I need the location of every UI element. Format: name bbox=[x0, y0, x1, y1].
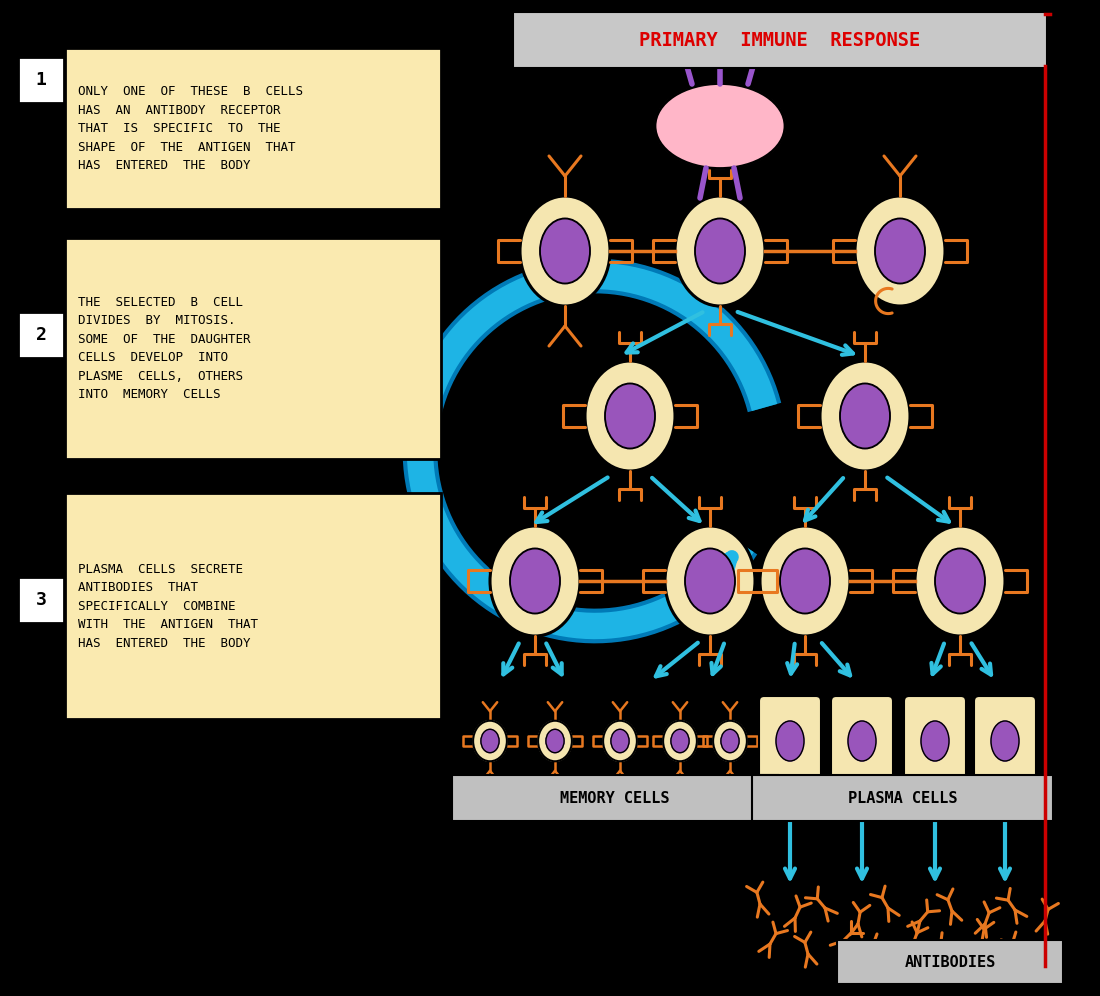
Ellipse shape bbox=[760, 526, 850, 636]
Text: ANTIBODIES: ANTIBODIES bbox=[904, 954, 996, 969]
Ellipse shape bbox=[820, 361, 910, 471]
FancyBboxPatch shape bbox=[830, 696, 893, 786]
Ellipse shape bbox=[776, 721, 804, 761]
Ellipse shape bbox=[675, 196, 764, 306]
FancyBboxPatch shape bbox=[752, 775, 1053, 821]
FancyBboxPatch shape bbox=[837, 940, 1063, 984]
FancyBboxPatch shape bbox=[759, 696, 821, 786]
Ellipse shape bbox=[713, 721, 747, 761]
Ellipse shape bbox=[510, 549, 560, 614]
Text: PRIMARY  IMMUNE  RESPONSE: PRIMARY IMMUNE RESPONSE bbox=[639, 31, 921, 50]
FancyBboxPatch shape bbox=[65, 238, 441, 459]
Text: 2: 2 bbox=[35, 326, 46, 344]
Ellipse shape bbox=[654, 84, 785, 168]
FancyBboxPatch shape bbox=[18, 57, 64, 103]
FancyBboxPatch shape bbox=[65, 493, 441, 719]
FancyBboxPatch shape bbox=[18, 312, 64, 358]
Ellipse shape bbox=[603, 721, 637, 761]
Ellipse shape bbox=[695, 218, 745, 284]
Text: MEMORY CELLS: MEMORY CELLS bbox=[560, 791, 670, 806]
Ellipse shape bbox=[921, 721, 949, 761]
Ellipse shape bbox=[915, 526, 1005, 636]
FancyBboxPatch shape bbox=[513, 12, 1047, 68]
Ellipse shape bbox=[991, 721, 1019, 761]
Ellipse shape bbox=[605, 383, 654, 448]
Ellipse shape bbox=[935, 549, 984, 614]
Text: PLASMA  CELLS  SECRETE
ANTIBODIES  THAT
SPECIFICALLY  COMBINE
WITH  THE  ANTIGEN: PLASMA CELLS SECRETE ANTIBODIES THAT SPE… bbox=[78, 563, 258, 649]
Ellipse shape bbox=[663, 721, 697, 761]
FancyBboxPatch shape bbox=[452, 775, 778, 821]
Ellipse shape bbox=[481, 729, 499, 753]
Text: 1: 1 bbox=[35, 71, 46, 89]
Ellipse shape bbox=[546, 729, 564, 753]
Ellipse shape bbox=[720, 729, 739, 753]
Ellipse shape bbox=[666, 526, 755, 636]
Text: THE  SELECTED  B  CELL
DIVIDES  BY  MITOSIS.
SOME  OF  THE  DAUGHTER
CELLS  DEVE: THE SELECTED B CELL DIVIDES BY MITOSIS. … bbox=[78, 296, 251, 401]
Text: ONLY  ONE  OF  THESE  B  CELLS
HAS  AN  ANTIBODY  RECEPTOR
THAT  IS  SPECIFIC  T: ONLY ONE OF THESE B CELLS HAS AN ANTIBOD… bbox=[78, 85, 302, 172]
Ellipse shape bbox=[538, 721, 572, 761]
Text: PLASMA CELLS: PLASMA CELLS bbox=[848, 791, 957, 806]
Ellipse shape bbox=[855, 196, 945, 306]
Ellipse shape bbox=[473, 721, 507, 761]
FancyBboxPatch shape bbox=[974, 696, 1036, 786]
Ellipse shape bbox=[874, 218, 925, 284]
FancyBboxPatch shape bbox=[65, 48, 441, 209]
Ellipse shape bbox=[671, 729, 689, 753]
Ellipse shape bbox=[840, 383, 890, 448]
FancyBboxPatch shape bbox=[18, 577, 64, 623]
Text: 3: 3 bbox=[35, 591, 46, 609]
Ellipse shape bbox=[520, 196, 610, 306]
Ellipse shape bbox=[780, 549, 830, 614]
FancyBboxPatch shape bbox=[904, 696, 966, 786]
Ellipse shape bbox=[540, 218, 590, 284]
Ellipse shape bbox=[848, 721, 876, 761]
Ellipse shape bbox=[685, 549, 735, 614]
Ellipse shape bbox=[490, 526, 580, 636]
Ellipse shape bbox=[610, 729, 629, 753]
Ellipse shape bbox=[585, 361, 675, 471]
